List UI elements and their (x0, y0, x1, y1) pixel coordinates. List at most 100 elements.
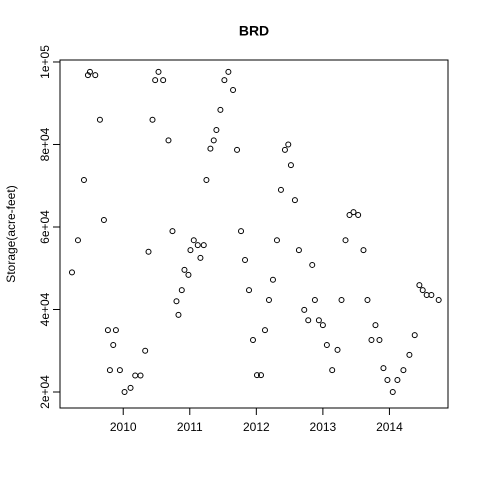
point (291, 197, 298, 204)
point (295, 247, 302, 254)
point (197, 254, 204, 261)
point (110, 341, 117, 348)
point (181, 266, 188, 273)
x-tick-label: 2012 (243, 420, 270, 434)
point (269, 276, 276, 283)
point (257, 372, 264, 379)
x-tick-label: 2013 (310, 420, 337, 434)
point (323, 341, 330, 348)
point (68, 269, 75, 276)
point (210, 137, 217, 144)
point (364, 297, 371, 304)
point (169, 228, 176, 235)
point (106, 367, 113, 374)
point (355, 212, 362, 219)
y-axis-label: Storage(acre-feet) (4, 185, 18, 282)
point (400, 367, 407, 374)
point (142, 347, 149, 354)
point (281, 146, 288, 153)
point (137, 372, 144, 379)
point (160, 77, 167, 84)
point (165, 137, 172, 144)
point (104, 327, 111, 334)
point (287, 162, 294, 169)
point (406, 351, 413, 358)
point (86, 68, 93, 75)
point (121, 388, 128, 395)
point (194, 242, 201, 249)
point (416, 282, 423, 289)
point (80, 176, 87, 183)
point (200, 242, 207, 249)
point (238, 228, 245, 235)
point (334, 346, 341, 353)
y-tick-label: 2e+04 (38, 375, 52, 409)
point (246, 287, 253, 294)
point (435, 297, 442, 304)
point (187, 247, 194, 254)
point (96, 116, 103, 123)
point (350, 209, 357, 216)
point (155, 68, 162, 75)
point (394, 377, 401, 384)
point (419, 287, 426, 294)
y-tick-label: 1e+05 (38, 45, 52, 79)
point (261, 327, 268, 334)
point (116, 367, 123, 374)
point (384, 377, 391, 384)
point (376, 337, 383, 344)
point (342, 237, 349, 244)
point (380, 365, 387, 372)
point (225, 68, 232, 75)
point (190, 237, 197, 244)
point (152, 77, 159, 84)
point (242, 256, 249, 263)
point (74, 237, 81, 244)
x-tick-label: 2010 (110, 420, 137, 434)
point (149, 116, 156, 123)
point (411, 332, 418, 339)
point (311, 297, 318, 304)
point (346, 212, 353, 219)
point (145, 248, 152, 255)
point (253, 372, 260, 379)
y-tick-label: 6e+04 (38, 210, 52, 244)
plot-box (59, 59, 449, 409)
point (100, 216, 107, 223)
point (338, 297, 345, 304)
point (319, 322, 326, 329)
point (301, 306, 308, 313)
point (285, 141, 292, 148)
point (173, 298, 180, 305)
point (221, 77, 228, 84)
point (428, 292, 435, 299)
point (360, 247, 367, 254)
x-tick-label: 2011 (177, 420, 203, 434)
y-tick-label: 8e+04 (38, 127, 52, 161)
point (213, 127, 220, 134)
point (389, 388, 396, 395)
point (368, 337, 375, 344)
point (315, 317, 322, 324)
y-tick-label: 4e+04 (38, 292, 52, 326)
point (92, 72, 99, 79)
x-tick-label: 2014 (376, 420, 403, 434)
point (372, 322, 379, 329)
point (329, 367, 336, 374)
point (230, 87, 237, 94)
point (277, 186, 284, 193)
point (273, 237, 280, 244)
chart-title: BRD (239, 23, 269, 39)
point (250, 337, 257, 344)
point (309, 261, 316, 268)
point (234, 146, 241, 153)
point (132, 372, 139, 379)
point (217, 106, 224, 113)
point (207, 145, 214, 152)
point (127, 384, 134, 391)
point (185, 271, 192, 278)
point (175, 311, 182, 318)
point (178, 287, 185, 294)
point (305, 317, 312, 324)
